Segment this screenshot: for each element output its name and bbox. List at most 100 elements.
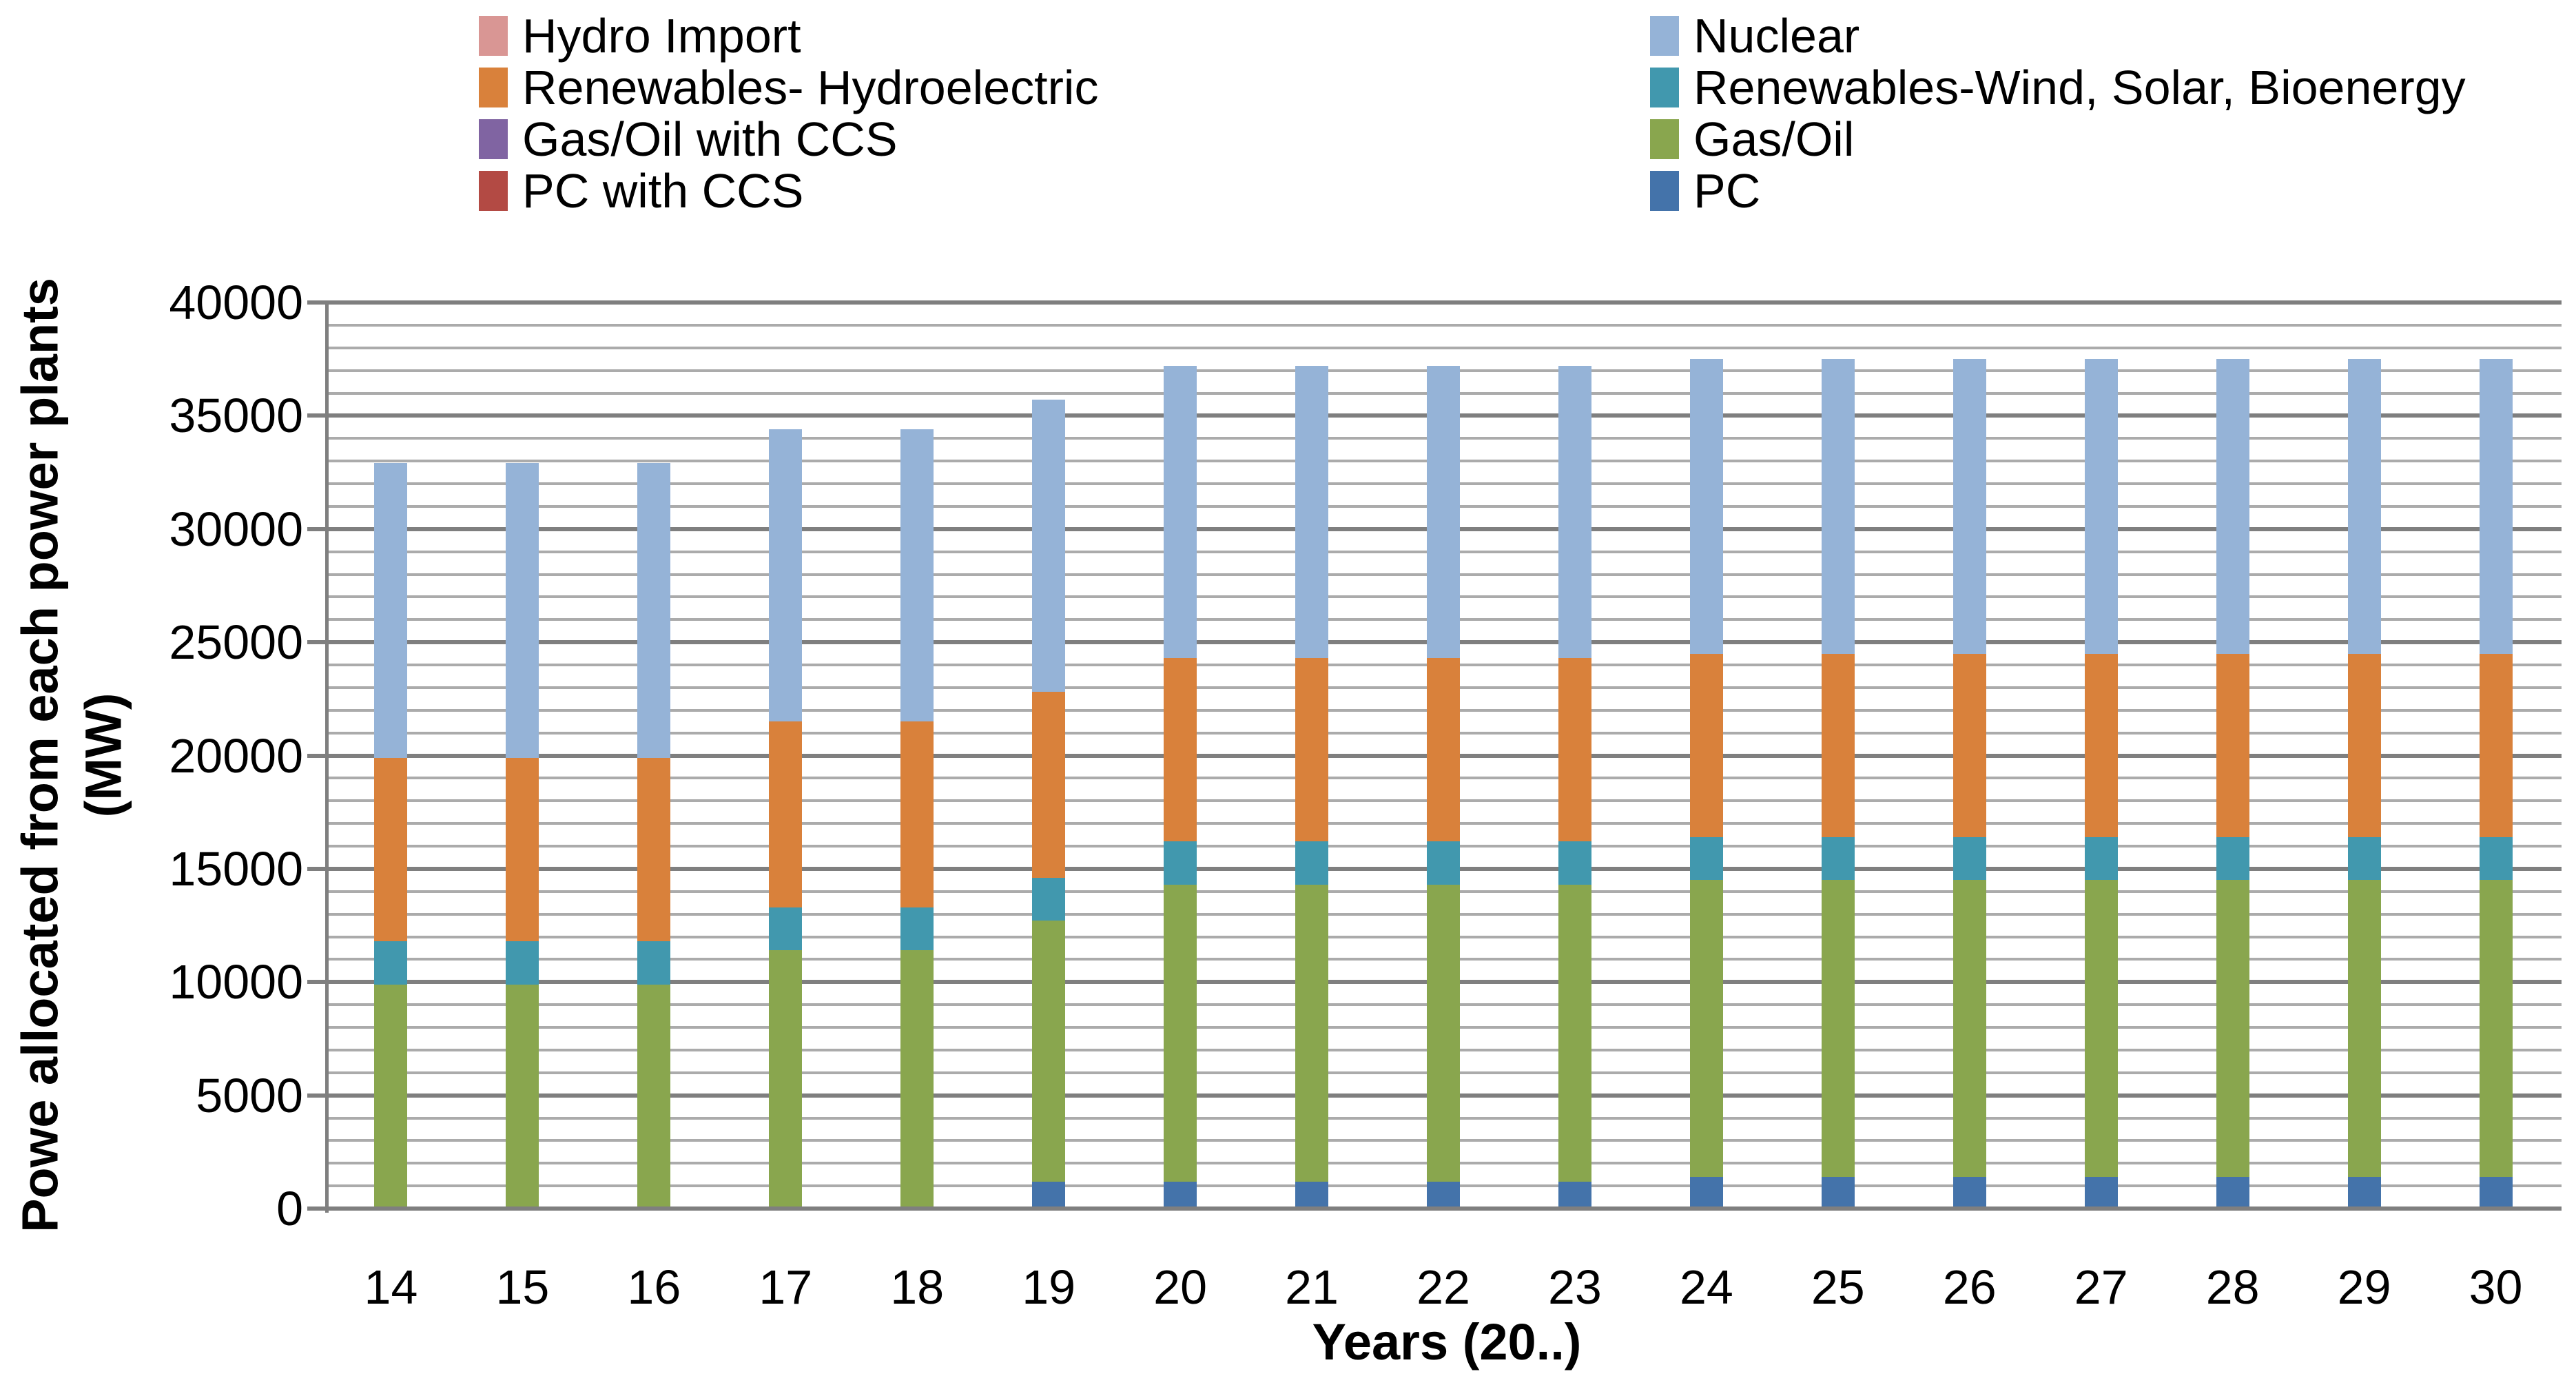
bar-segment-gas-oil-year-18 — [900, 950, 934, 1209]
bar-segment-nuclear-year-21 — [1295, 366, 1329, 659]
y-tick-label-15000: 15000 — [169, 841, 303, 896]
x-tick-label-17: 17 — [759, 1260, 813, 1314]
bar-segment-renewables-wind-solar-bioenergy-year-15 — [506, 941, 539, 985]
x-tick-label-16: 16 — [627, 1260, 681, 1314]
bar-segment-renewables-wind-solar-bioenergy-year-28 — [2216, 836, 2249, 881]
bar-segment-nuclear-year-26 — [1952, 359, 1986, 654]
bar-segment-pc-year-20 — [1164, 1181, 1197, 1209]
bar-segment-renewables-wind-solar-bioenergy-year-16 — [637, 941, 671, 985]
bar-segment-pc-year-28 — [2216, 1176, 2249, 1209]
legend-label-gas-oil: Gas/Oil — [1693, 112, 1855, 166]
bar-segment-renewables-hydroelectric-year-14 — [374, 757, 408, 942]
bar-segment-renewables-hydroelectric-year-27 — [2084, 653, 2118, 837]
y-tick-label-0: 0 — [276, 1182, 303, 1235]
bar-segment-nuclear-year-30 — [2479, 359, 2513, 654]
bar-segment-renewables-hydroelectric-year-25 — [1821, 653, 1855, 837]
y-tick-label-10000: 10000 — [169, 955, 303, 1009]
legend-swatch-gas-oil-with-ccs — [479, 119, 508, 159]
x-axis-title: Years (20..) — [1312, 1313, 1582, 1370]
bar-segment-nuclear-year-28 — [2216, 359, 2249, 654]
legend-swatch-pc — [1650, 171, 1679, 211]
minor-gridline-39000 — [325, 323, 2562, 327]
y-tick-label-20000: 20000 — [169, 728, 303, 783]
y-axis-tick-30000 — [307, 526, 325, 531]
bar-segment-renewables-wind-solar-bioenergy-year-19 — [1032, 878, 1066, 921]
legend-label-pc: PC — [1693, 164, 1761, 218]
bar-segment-renewables-wind-solar-bioenergy-year-21 — [1295, 841, 1329, 885]
legend-label-renewables-wind-solar-bioenergy: Renewables-Wind, Solar, Bioenergy — [1693, 61, 2466, 114]
bar-segment-renewables-wind-solar-bioenergy-year-23 — [1558, 841, 1591, 885]
legend-label-nuclear: Nuclear — [1693, 9, 1860, 63]
bar-segment-renewables-hydroelectric-year-24 — [1689, 653, 1723, 837]
y-tick-label-30000: 30000 — [169, 502, 303, 556]
y-axis-tick-25000 — [307, 640, 325, 645]
bar-segment-renewables-hydroelectric-year-15 — [506, 757, 539, 942]
x-tick-label-15: 15 — [495, 1260, 550, 1314]
bar-segment-nuclear-year-22 — [1427, 366, 1460, 659]
y-axis-tick-35000 — [307, 413, 325, 418]
legend-swatch-renewables-hydroelectric — [479, 68, 508, 107]
x-tick-label-19: 19 — [1022, 1260, 1076, 1314]
legend-swatch-pc-with-ccs — [479, 171, 508, 211]
y-axis-line — [325, 300, 329, 1213]
bar-segment-nuclear-year-18 — [900, 429, 934, 722]
bar-segment-renewables-wind-solar-bioenergy-year-29 — [2347, 836, 2381, 881]
bar-segment-gas-oil-year-14 — [374, 984, 408, 1209]
x-tick-label-28: 28 — [2205, 1260, 2260, 1314]
legend-label-hydro-import: Hydro Import — [522, 9, 801, 63]
legend-swatch-gas-oil — [1650, 119, 1679, 159]
bar-segment-nuclear-year-25 — [1821, 359, 1855, 654]
x-tick-label-23: 23 — [1548, 1260, 1602, 1314]
bar-segment-gas-oil-year-15 — [506, 984, 539, 1209]
x-tick-label-27: 27 — [2074, 1260, 2128, 1314]
y-tick-label-5000: 5000 — [196, 1068, 303, 1122]
bar-segment-renewables-hydroelectric-year-22 — [1427, 658, 1460, 842]
bar-segment-pc-year-21 — [1295, 1181, 1329, 1209]
bar-segment-renewables-wind-solar-bioenergy-year-22 — [1427, 841, 1460, 885]
bar-segment-renewables-hydroelectric-year-30 — [2479, 653, 2513, 837]
bar-segment-gas-oil-year-28 — [2216, 880, 2249, 1177]
y-axis-title: Powe allocated from each power plants (M… — [0, 0, 158, 1376]
x-tick-label-24: 24 — [1679, 1260, 1733, 1314]
bar-segment-renewables-hydroelectric-year-19 — [1032, 692, 1066, 878]
legend-label-pc-with-ccs: PC with CCS — [522, 164, 804, 218]
bar-segment-gas-oil-year-26 — [1952, 880, 1986, 1177]
bar-segment-gas-oil-year-24 — [1689, 880, 1723, 1177]
bar-segment-gas-oil-year-23 — [1558, 884, 1591, 1182]
bar-segment-renewables-wind-solar-bioenergy-year-26 — [1952, 836, 1986, 881]
bar-segment-renewables-hydroelectric-year-29 — [2347, 653, 2381, 837]
x-axis-line — [307, 1206, 2562, 1211]
bar-segment-renewables-hydroelectric-year-23 — [1558, 658, 1591, 842]
bar-segment-renewables-wind-solar-bioenergy-year-30 — [2479, 836, 2513, 881]
bar-segment-gas-oil-year-17 — [769, 950, 803, 1209]
minor-gridline-38000 — [325, 346, 2562, 349]
bar-segment-renewables-hydroelectric-year-28 — [2216, 653, 2249, 837]
bar-segment-nuclear-year-19 — [1032, 400, 1066, 692]
bar-segment-gas-oil-year-21 — [1295, 884, 1329, 1182]
bar-segment-renewables-hydroelectric-year-20 — [1164, 658, 1197, 842]
bar-segment-renewables-hydroelectric-year-26 — [1952, 653, 1986, 837]
x-tick-label-26: 26 — [1942, 1260, 1997, 1314]
bar-segment-gas-oil-year-25 — [1821, 880, 1855, 1177]
bar-segment-gas-oil-year-20 — [1164, 884, 1197, 1182]
bar-segment-renewables-wind-solar-bioenergy-year-27 — [2084, 836, 2118, 881]
bar-segment-renewables-hydroelectric-year-21 — [1295, 658, 1329, 842]
x-tick-label-14: 14 — [364, 1260, 418, 1314]
bar-segment-nuclear-year-20 — [1164, 366, 1197, 659]
bar-segment-pc-year-29 — [2347, 1176, 2381, 1209]
bar-segment-pc-year-24 — [1689, 1176, 1723, 1209]
bar-segment-renewables-wind-solar-bioenergy-year-14 — [374, 941, 408, 985]
legend-label-renewables-hydroelectric: Renewables- Hydroelectric — [522, 61, 1099, 114]
x-tick-label-29: 29 — [2337, 1260, 2391, 1314]
bar-segment-renewables-wind-solar-bioenergy-year-24 — [1689, 836, 1723, 881]
bar-segment-gas-oil-year-27 — [2084, 880, 2118, 1177]
bar-segment-nuclear-year-17 — [769, 429, 803, 722]
bar-segment-renewables-wind-solar-bioenergy-year-18 — [900, 907, 934, 951]
bar-segment-renewables-wind-solar-bioenergy-year-17 — [769, 907, 803, 951]
x-tick-label-18: 18 — [890, 1260, 945, 1314]
y-tick-label-40000: 40000 — [169, 276, 303, 329]
bar-segment-gas-oil-year-30 — [2479, 880, 2513, 1177]
legend-swatch-renewables-wind-solar-bioenergy — [1650, 68, 1679, 107]
legend-label-gas-oil-with-ccs: Gas/Oil with CCS — [522, 112, 898, 166]
bar-segment-renewables-wind-solar-bioenergy-year-20 — [1164, 841, 1197, 885]
